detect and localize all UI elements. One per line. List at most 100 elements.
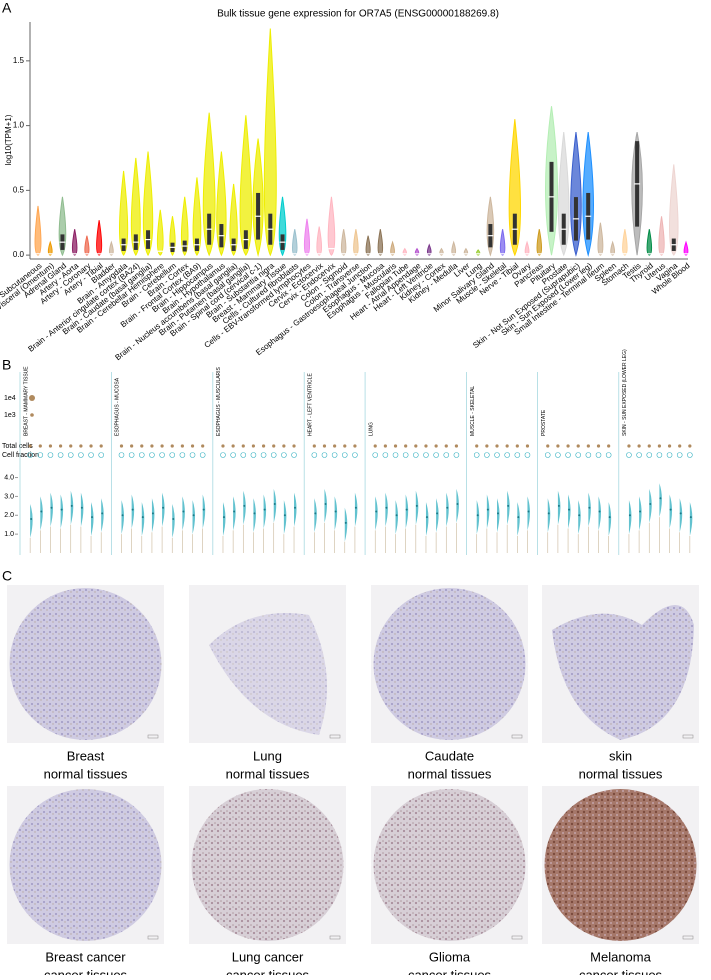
fraction-dot (37, 452, 44, 458)
scale-bar (511, 935, 523, 940)
violin (499, 229, 506, 256)
total-cells-dot (261, 444, 266, 448)
median-dot (273, 502, 276, 505)
row-label: Total cells (2, 443, 33, 450)
median-dot (354, 506, 357, 509)
scale-bar (329, 734, 341, 739)
median-dot (222, 516, 225, 519)
y-tick-label: 1.0 (4, 531, 14, 538)
total-cells-dot (627, 444, 631, 448)
violin (303, 218, 311, 256)
total-cells-dot (58, 444, 63, 448)
violin (70, 490, 74, 553)
median-dot (497, 512, 500, 515)
median-dot (446, 506, 449, 509)
violin (557, 132, 570, 257)
fraction-dot (220, 452, 226, 458)
total-cells-dot (353, 444, 357, 448)
total-cells-dot (373, 444, 377, 448)
violin (101, 498, 104, 553)
violin (182, 496, 185, 553)
median-dot (415, 504, 418, 507)
group-label: LUNG (368, 422, 374, 436)
total-cells-dot (69, 444, 73, 448)
median-dot (294, 506, 297, 509)
violin (536, 229, 543, 256)
median-dot (557, 504, 560, 507)
median-dot (91, 516, 94, 519)
violin (192, 500, 196, 553)
median-dot (253, 512, 256, 515)
median-dot (507, 504, 510, 507)
total-cells-dot (312, 444, 316, 448)
fraction-dot (636, 452, 642, 458)
total-cells-dot (241, 444, 245, 448)
violin (172, 503, 175, 553)
median-dot (233, 510, 236, 513)
total-cells-dot (140, 444, 144, 448)
violin (294, 492, 297, 553)
total-cells-dot (546, 444, 550, 448)
fraction-dot (149, 452, 155, 458)
total-cells-dot (556, 444, 560, 448)
fraction-dot (169, 452, 176, 458)
image-caption: cancer tissues (408, 967, 492, 975)
median-dot (425, 516, 428, 519)
violin (628, 500, 632, 553)
row-label: Cell fraction (2, 452, 39, 459)
violin (283, 500, 287, 553)
tissue-sample (9, 588, 162, 740)
median-dot (162, 506, 165, 509)
total-cells-dot (688, 444, 692, 448)
total-cells-dot (515, 444, 519, 448)
group-label: SKIN - SUN EXPOSED (LOWER LEG) (622, 349, 628, 436)
violin (578, 500, 581, 553)
violin (415, 490, 419, 553)
violin (233, 496, 236, 553)
fraction-dot (88, 452, 94, 458)
total-cells-dot (657, 444, 662, 448)
violin (202, 112, 216, 257)
fraction-dot (372, 452, 379, 458)
median-dot (182, 510, 185, 513)
fraction-dot (291, 452, 297, 458)
fraction-dot (484, 452, 490, 458)
violin (141, 502, 145, 553)
median-dot (314, 512, 317, 515)
median-dot (131, 508, 134, 511)
violin (608, 502, 612, 553)
fraction-dot (281, 452, 287, 458)
violin (395, 500, 399, 553)
y-tick-label: 3.0 (4, 493, 14, 500)
median-dot (395, 514, 398, 517)
fraction-dot (433, 452, 439, 458)
total-cells-dot (292, 444, 296, 448)
violin (425, 502, 429, 553)
fraction-dot (230, 452, 236, 458)
tissue-sample (373, 789, 526, 941)
violin (570, 132, 582, 257)
scale-bar (329, 935, 341, 940)
fraction-dot (473, 452, 480, 458)
fraction-dot (575, 452, 582, 458)
fraction-dot (250, 452, 257, 458)
violin (142, 151, 154, 257)
violin (497, 498, 500, 553)
fraction-dot (443, 452, 450, 458)
violin (598, 496, 602, 553)
median-dot (689, 516, 692, 519)
violin (524, 240, 530, 256)
violin (84, 235, 90, 256)
image-caption: normal tissues (408, 766, 492, 781)
violin (216, 151, 227, 257)
image-caption: Lung (253, 748, 282, 763)
median-dot (70, 504, 73, 507)
total-cells-dot (566, 444, 570, 448)
fraction-dot (392, 452, 399, 458)
violin (91, 502, 94, 553)
median-dot (588, 506, 591, 509)
median-dot (598, 510, 601, 513)
violin (202, 494, 206, 553)
fraction-dot (189, 452, 196, 458)
